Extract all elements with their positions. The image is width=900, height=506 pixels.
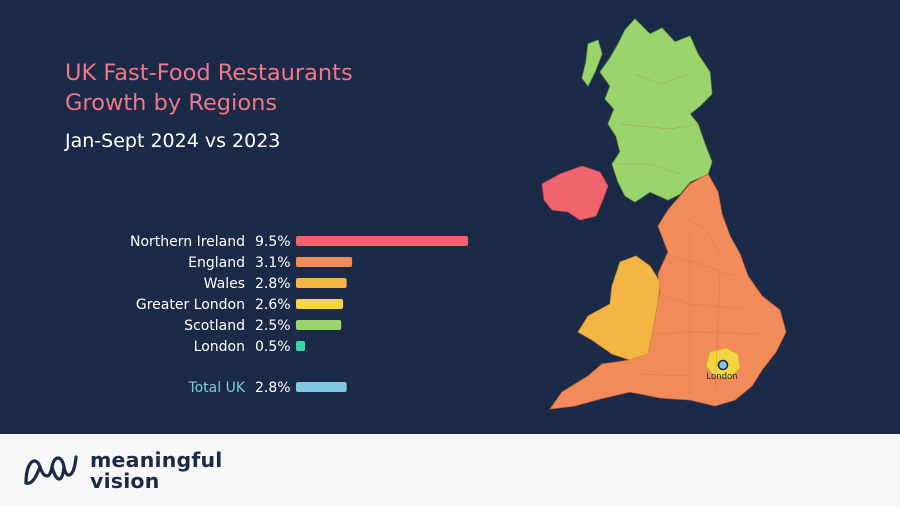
bar-category-label: London [194,339,245,355]
chart-subtitle: Jan-Sept 2024 vs 2023 [65,130,281,152]
brand-line-2: vision [90,469,160,493]
bar [296,236,468,246]
bar-category-label: Scotland [184,318,245,334]
uk-map: London [541,18,787,410]
map-region-hebrides [581,39,603,87]
brand-line-1: meaningful [90,448,223,472]
title-line-2: Growth by Regions [65,90,278,116]
bar-value-label: 2.6% [255,297,291,313]
chart-title: UK Fast-Food Restaurants Growth by Regio… [65,58,485,118]
bar-value-label: 9.5% [255,234,291,250]
london-marker [717,359,729,371]
bar [296,341,306,351]
footer: meaningful vision [0,434,900,506]
title-line-1: UK Fast-Food Restaurants [65,60,353,86]
map-internal-borders [618,73,766,395]
bar-value-label: 3.1% [255,255,291,271]
total-bar [296,382,347,392]
total-value-label: 2.8% [255,380,291,396]
bar [296,299,344,309]
bar-category-label: Greater London [136,297,245,313]
bar-value-label: 2.5% [255,318,291,334]
infographic-main: UK Fast-Food Restaurants Growth by Regio… [65,18,787,410]
bar-value-label: 2.8% [255,276,291,292]
bar-chart: Northern Ireland 9.5% England 3.1% Wales 2.8%… [130,234,468,396]
bar-category-label: England [188,255,245,271]
london-map-label: London [706,372,737,382]
bar-category-label: Wales [204,276,245,292]
brand-logo-icon [24,455,78,485]
bar [296,278,347,288]
bar [296,257,353,267]
map-region-scotland [599,18,713,203]
bar-category-label: Northern Ireland [130,234,245,250]
map-region-northern-ireland [541,165,609,221]
bar-value-label: 0.5% [255,339,291,355]
total-category-label: Total UK [187,380,245,396]
map-region-wales [577,255,661,361]
brand-name: meaningful vision [90,450,223,492]
bar [296,320,342,330]
